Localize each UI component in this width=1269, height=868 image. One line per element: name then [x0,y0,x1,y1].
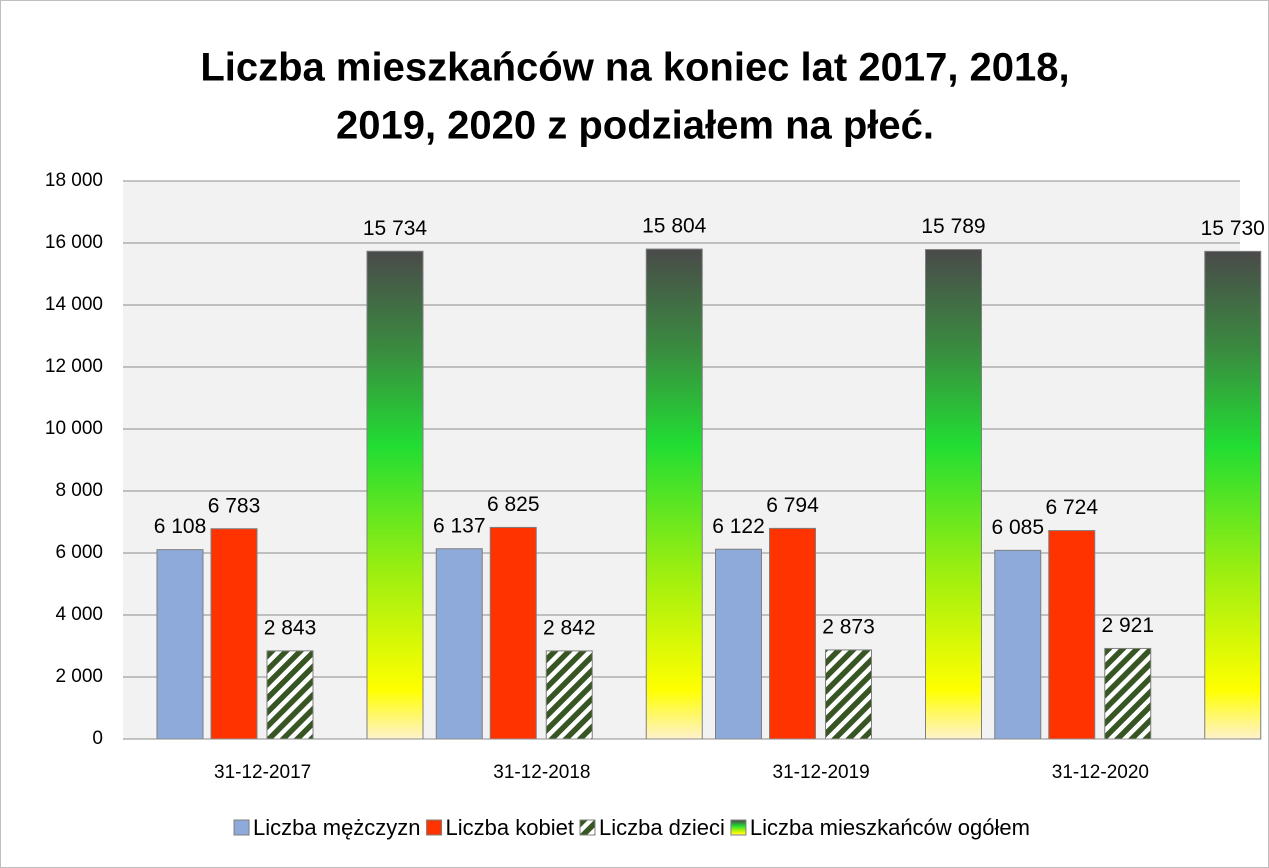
legend-swatch [233,819,250,836]
bar [156,549,204,740]
y-tick-label: 14 000 [45,294,103,315]
y-tick-label: 6 000 [55,542,103,563]
legend-label: Liczba mężczyzn [253,815,421,840]
bar [1048,530,1096,740]
bar [825,649,872,740]
y-tick-label: 12 000 [45,356,103,377]
bar [925,249,982,740]
data-label: 6 085 [991,516,1044,539]
data-label: 6 122 [712,515,765,538]
data-label: 15 734 [363,217,428,240]
legend-label: Liczba mieszkańców ogółem [750,815,1030,840]
legend-swatch [730,819,747,836]
y-tick-label: 10 000 [45,418,103,439]
bar [645,248,703,740]
bar [435,548,483,740]
bar [1104,647,1152,740]
legend-label: Liczba kobiet [446,815,574,840]
data-label: 6 783 [208,494,261,517]
x-tick-label: 31-12-2020 [1052,762,1149,783]
x-tick-label: 31-12-2019 [773,762,870,783]
legend-swatch [579,819,596,836]
bar [366,250,424,740]
data-label: 15 789 [921,215,985,238]
data-label: 2 873 [822,615,875,638]
bar [545,650,593,740]
chart-title: Liczba mieszkańców na koniec lat 2017, 2… [200,46,1069,90]
data-label: 15 730 [1201,217,1265,240]
data-label: 6 825 [487,493,540,516]
bar [994,549,1042,740]
data-label: 2 921 [1101,614,1154,637]
data-label: 2 842 [543,616,596,639]
y-tick-label: 18 000 [45,170,103,191]
data-label: 6 724 [1045,496,1098,519]
data-label: 6 108 [154,515,207,538]
bar [210,528,258,740]
chart-title: 2019, 2020 z podziałem na płeć. [336,104,934,148]
data-label: 15 804 [642,215,707,238]
legend-swatch [426,819,443,836]
data-label: 2 843 [264,616,317,639]
bar [1204,250,1262,740]
bar [769,527,816,740]
x-tick-label: 31-12-2018 [493,762,590,783]
legend-label: Liczba dzieci [599,815,725,840]
y-tick-label: 16 000 [45,232,103,253]
bar [715,548,762,740]
bar [266,650,314,740]
y-tick-label: 8 000 [55,480,103,501]
data-label: 6 794 [766,494,819,517]
x-tick-label: 31-12-2017 [214,762,311,783]
data-label: 6 137 [433,514,486,537]
y-tick-label: 2 000 [55,666,103,687]
y-tick-label: 4 000 [55,604,103,625]
bar [489,526,537,740]
y-tick-label: 0 [92,728,103,749]
